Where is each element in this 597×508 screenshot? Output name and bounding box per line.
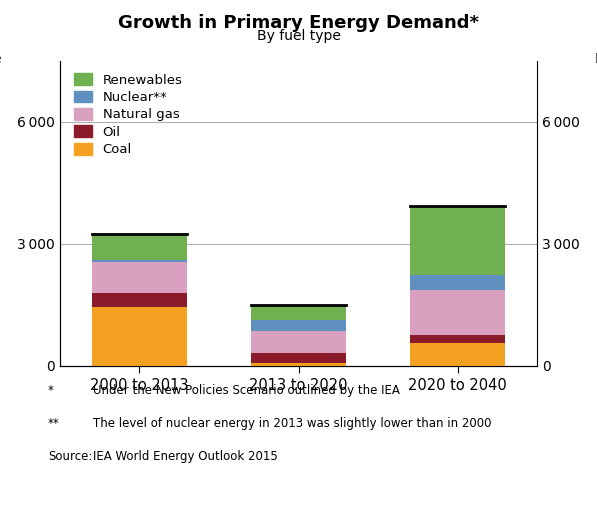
Y-axis label: Mtoe: Mtoe: [595, 52, 597, 66]
Legend: Renewables, Nuclear**, Natural gas, Oil, Coal: Renewables, Nuclear**, Natural gas, Oil,…: [69, 68, 188, 162]
Bar: [251, 363, 346, 366]
Text: Under the New Policies Scenario outlined by the IEA: Under the New Policies Scenario outlined…: [93, 384, 399, 397]
Bar: [410, 206, 506, 275]
Y-axis label: Mtoe: Mtoe: [0, 52, 2, 66]
Text: Source:: Source:: [48, 450, 92, 463]
Bar: [91, 234, 187, 260]
Text: The level of nuclear energy in 2013 was slightly lower than in 2000: The level of nuclear energy in 2013 was …: [93, 417, 491, 430]
Bar: [410, 275, 506, 290]
Bar: [410, 343, 506, 366]
Bar: [251, 320, 346, 331]
Bar: [410, 335, 506, 343]
Text: **: **: [48, 417, 60, 430]
Text: By fuel type: By fuel type: [257, 29, 340, 44]
Bar: [410, 290, 506, 335]
Bar: [91, 262, 187, 293]
Text: *: *: [48, 384, 54, 397]
Text: IEA World Energy Outlook 2015: IEA World Energy Outlook 2015: [93, 450, 277, 463]
Bar: [251, 353, 346, 363]
Text: Growth in Primary Energy Demand*: Growth in Primary Energy Demand*: [118, 14, 479, 32]
Bar: [91, 293, 187, 307]
Bar: [251, 305, 346, 320]
Bar: [91, 260, 187, 262]
Bar: [251, 331, 346, 353]
Bar: [91, 307, 187, 366]
